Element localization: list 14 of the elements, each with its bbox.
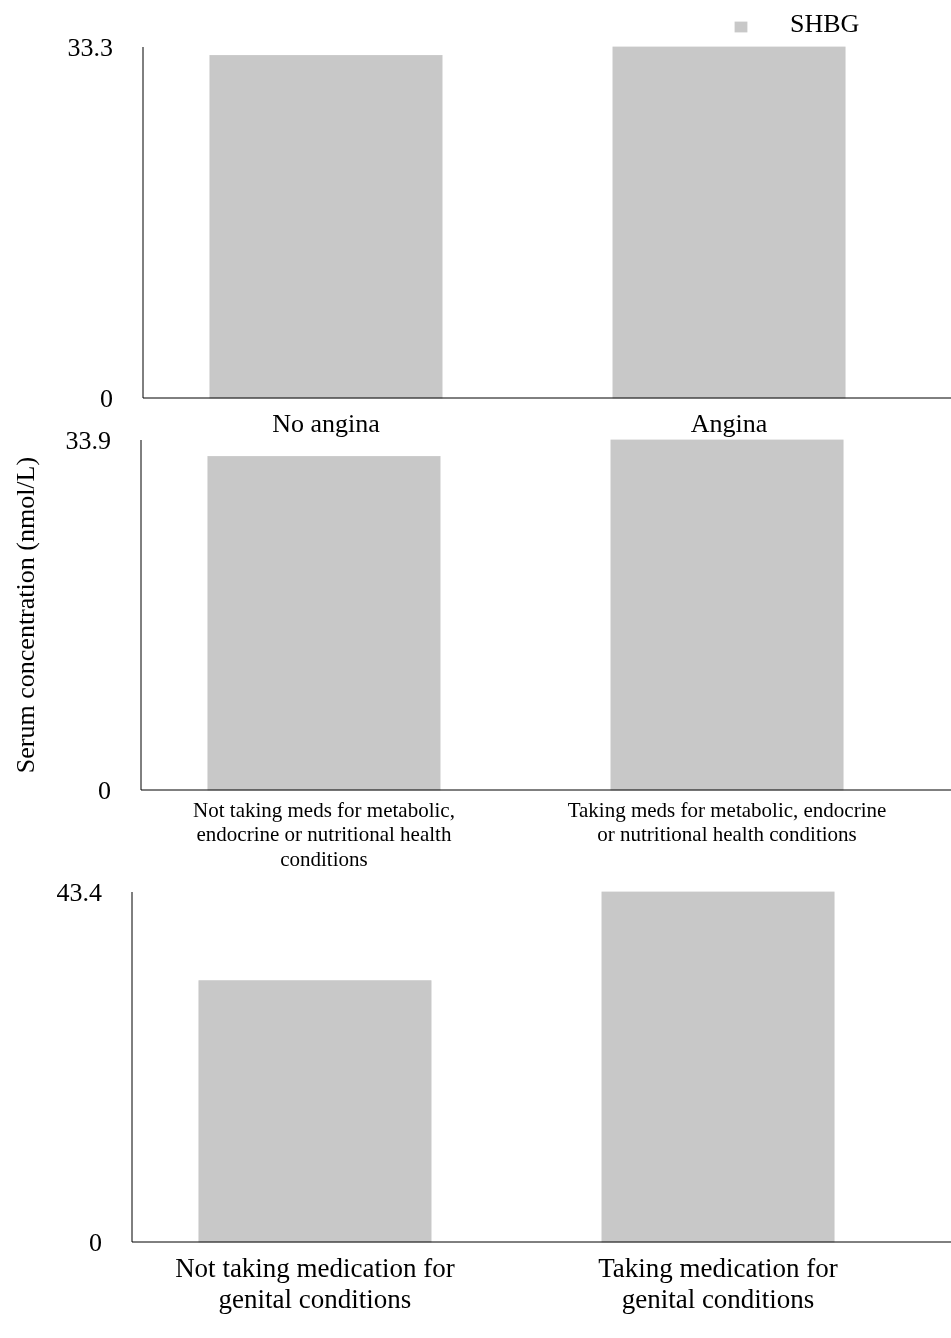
x-tick-label: Taking medication for genital conditions	[598, 1253, 838, 1315]
y-tick-label: 0	[100, 384, 113, 414]
y-tick-label: 0	[89, 1228, 102, 1258]
legend-label: SHBG	[790, 9, 860, 38]
x-tick-label: Angina	[690, 408, 768, 438]
x-tick-label: Not taking medication for genital conditions	[175, 1253, 455, 1315]
y-tick-label: 43.4	[56, 878, 102, 908]
y-axis-title: Serum concentration (nmol/L)	[11, 456, 40, 774]
y-tick-label: 0	[98, 776, 111, 806]
x-tick-label: No angina	[272, 408, 381, 438]
x-tick-label: Taking meds for metabolic, endocrine or nutritional health conditions	[567, 798, 887, 847]
y-tick-label: 33.3	[67, 33, 113, 63]
x-tick-label: Not taking meds for metabolic, endocrine or nutritional health conditions	[193, 798, 455, 871]
y-tick-label: 33.9	[65, 426, 111, 456]
